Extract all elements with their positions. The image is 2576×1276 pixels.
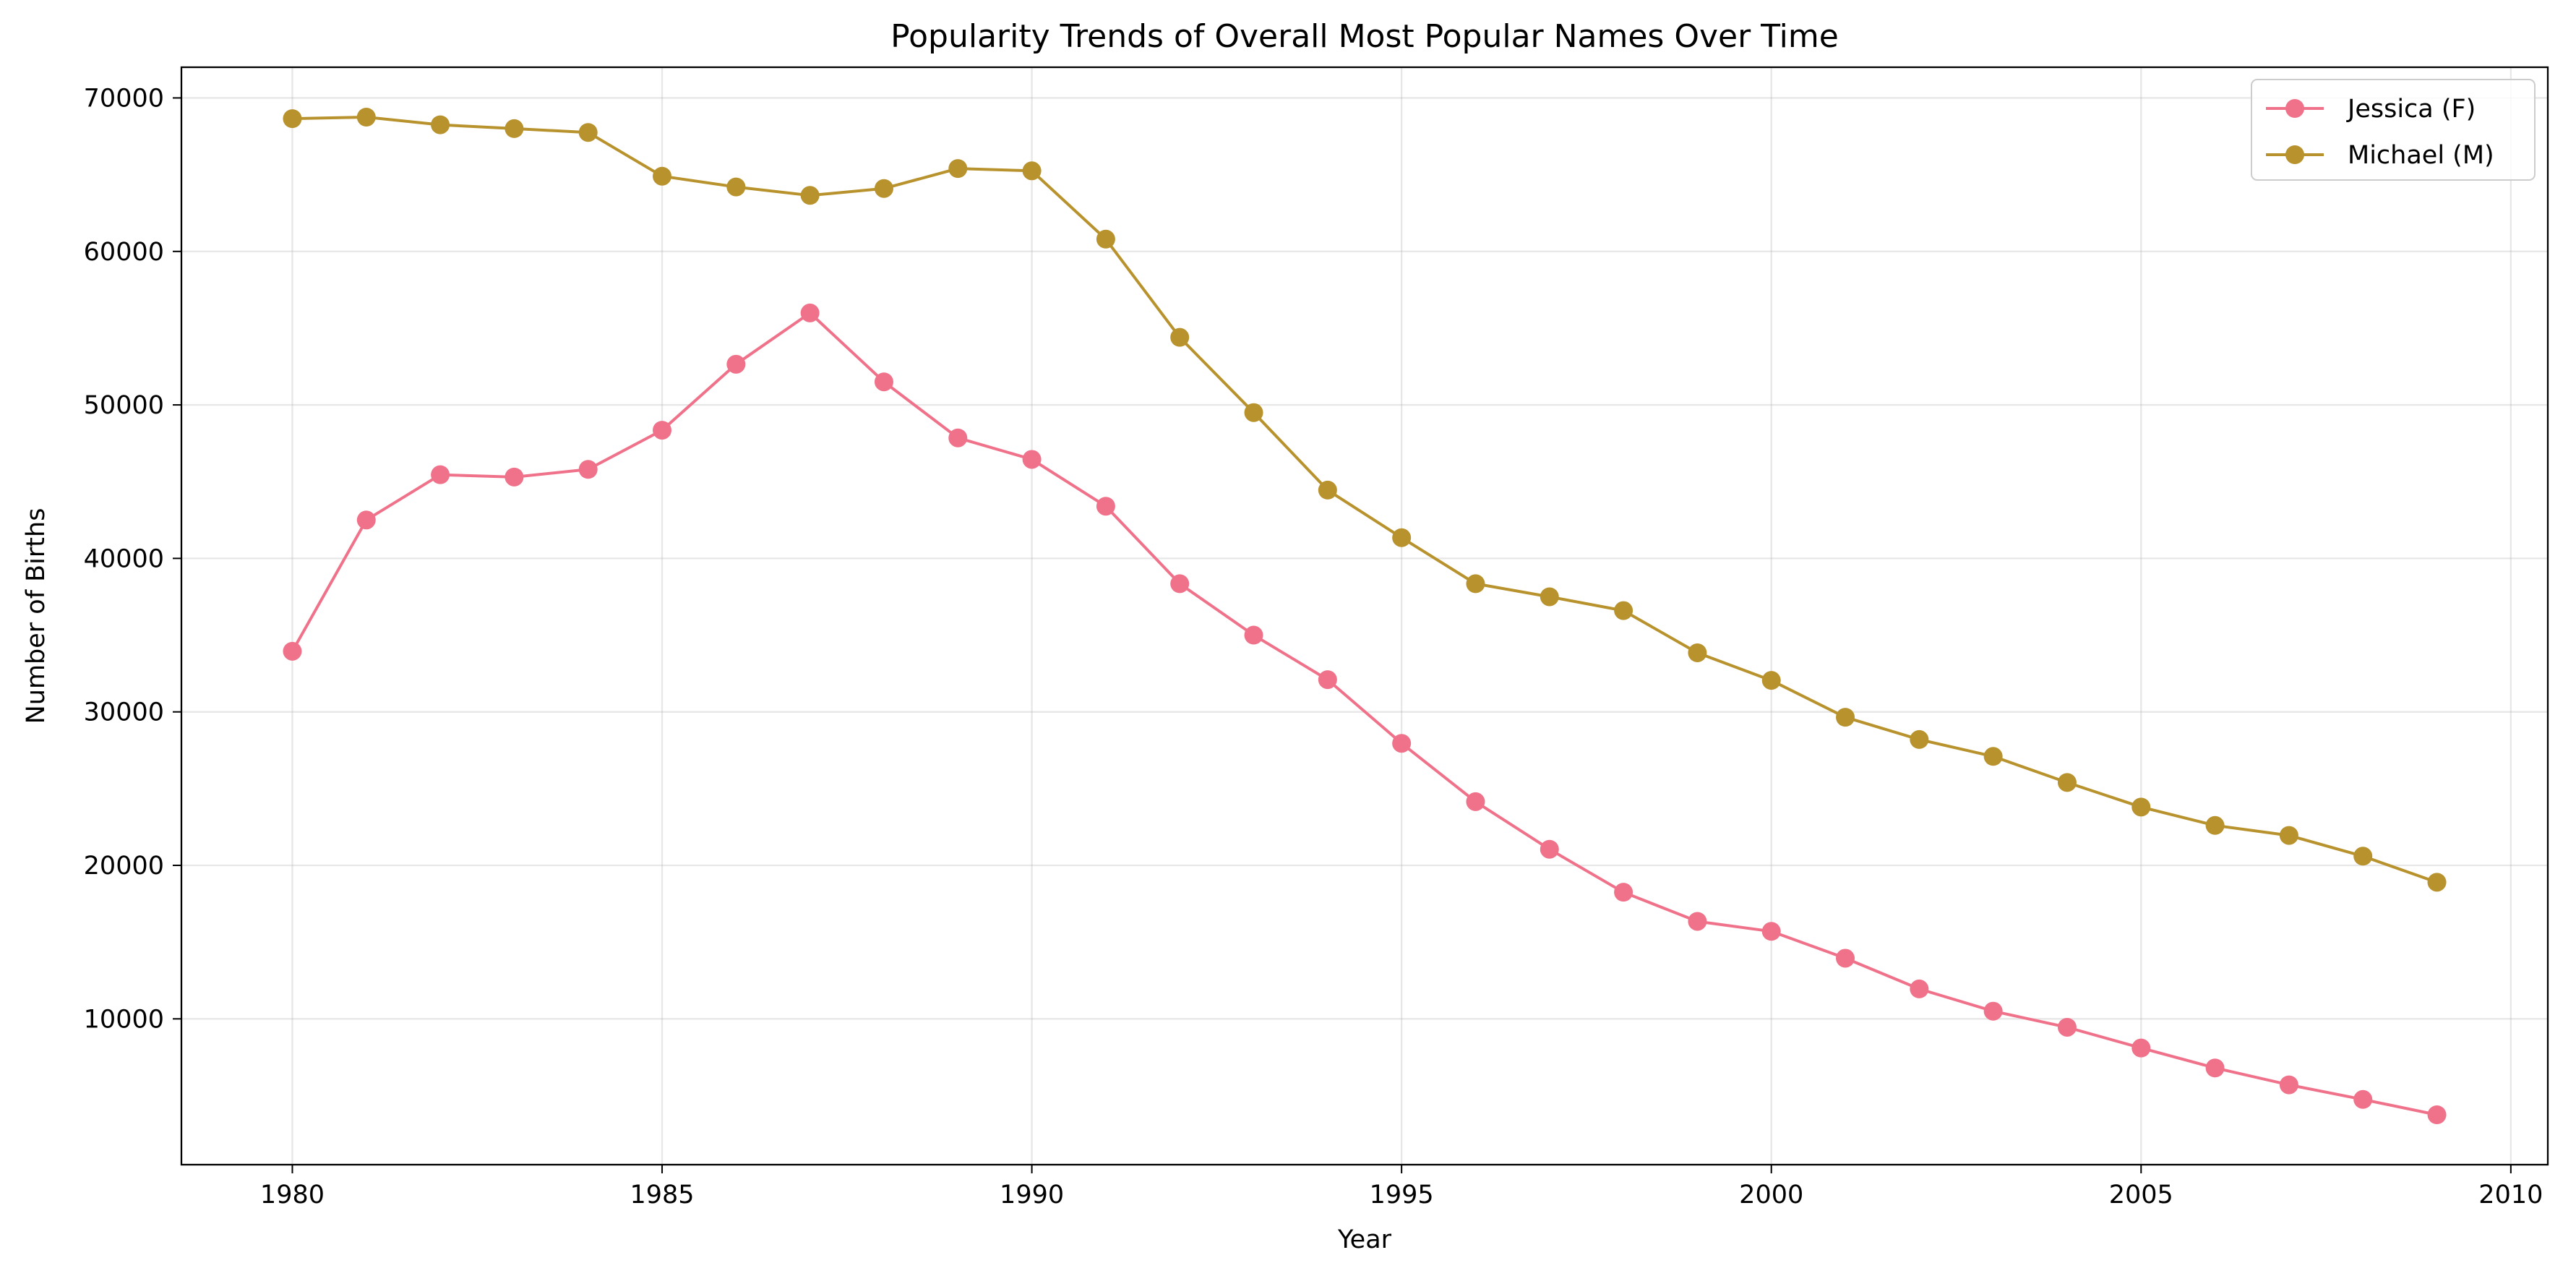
- data-point-jessica-f: [2131, 1038, 2151, 1058]
- x-tick-label: 1990: [1000, 1181, 1064, 1209]
- data-point-jessica-f: [2205, 1058, 2225, 1078]
- series-layer: [283, 108, 2447, 1124]
- data-point-jessica-f: [356, 510, 376, 530]
- data-point-michael-m: [1614, 601, 1633, 620]
- data-point-jessica-f: [800, 303, 820, 322]
- legend-marker-michael: [2285, 145, 2304, 164]
- y-tick-label: 70000: [84, 84, 164, 113]
- legend-label-jessica: Jessica (F): [2346, 95, 2476, 124]
- data-point-jessica-f: [2427, 1105, 2447, 1124]
- data-point-michael-m: [1318, 480, 1337, 500]
- y-tick-label: 10000: [84, 1005, 164, 1034]
- tick-layer: 1980 1985 1990 1995 2000 2005 2010 10000 20000 30…: [84, 84, 2543, 1209]
- x-axis-label: Year: [1337, 1225, 1392, 1254]
- data-point-jessica-f: [1983, 1001, 2003, 1021]
- data-point-jessica-f: [874, 372, 893, 392]
- data-point-michael-m: [1910, 729, 1929, 749]
- data-point-jessica-f: [1318, 670, 1337, 690]
- legend-label-michael: Michael (M): [2348, 141, 2494, 170]
- series-jessica-f: [283, 303, 2447, 1124]
- data-point-michael-m: [2057, 773, 2077, 792]
- data-point-jessica-f: [1244, 625, 1263, 645]
- y-tick-label: 20000: [84, 852, 164, 881]
- data-point-michael-m: [726, 177, 746, 197]
- data-point-jessica-f: [1022, 450, 1042, 469]
- data-point-jessica-f: [726, 354, 746, 374]
- data-point-michael-m: [2427, 873, 2447, 892]
- y-tick-label: 30000: [84, 698, 164, 727]
- data-point-jessica-f: [1540, 839, 1559, 859]
- data-point-jessica-f: [2279, 1075, 2298, 1095]
- data-point-jessica-f: [1614, 883, 1633, 902]
- y-tick-label: 40000: [84, 544, 164, 573]
- data-point-michael-m: [1761, 671, 1781, 690]
- chart-title: Popularity Trends of Overall Most Popula…: [890, 18, 1839, 55]
- x-tick-label: 1985: [630, 1181, 694, 1209]
- data-point-jessica-f: [431, 465, 450, 484]
- x-tick-label: 2000: [1739, 1181, 1803, 1209]
- data-point-jessica-f: [1466, 792, 1485, 811]
- data-point-jessica-f: [1761, 922, 1781, 941]
- x-tick-label: 2010: [2478, 1181, 2543, 1209]
- data-point-jessica-f: [1096, 497, 1115, 516]
- data-point-michael-m: [1096, 229, 1115, 249]
- legend-marker-jessica: [2285, 99, 2304, 118]
- y-tick-label: 50000: [84, 391, 164, 420]
- x-tick-label: 2005: [2109, 1181, 2173, 1209]
- data-point-michael-m: [283, 109, 302, 129]
- data-point-michael-m: [653, 166, 672, 186]
- data-point-michael-m: [431, 115, 450, 134]
- data-point-michael-m: [578, 123, 598, 142]
- data-point-michael-m: [1983, 747, 2003, 766]
- plot-frame: [180, 66, 2549, 1166]
- data-point-michael-m: [1540, 587, 1559, 607]
- data-point-michael-m: [2353, 847, 2373, 866]
- x-tick-label: 1995: [1370, 1181, 1434, 1209]
- data-point-jessica-f: [948, 428, 968, 448]
- data-point-jessica-f: [2057, 1017, 2077, 1037]
- y-axis-label: Number of Births: [22, 508, 51, 724]
- data-point-jessica-f: [653, 421, 672, 440]
- series-michael-m: [283, 108, 2447, 892]
- data-point-jessica-f: [1392, 734, 1412, 753]
- data-point-jessica-f: [2353, 1089, 2373, 1109]
- data-point-michael-m: [1688, 643, 1707, 662]
- data-point-jessica-f: [1836, 949, 1855, 968]
- data-point-michael-m: [2279, 826, 2298, 845]
- data-point-jessica-f: [1910, 979, 1929, 998]
- data-point-michael-m: [800, 186, 820, 205]
- data-point-michael-m: [1466, 574, 1485, 594]
- data-point-michael-m: [2131, 797, 2151, 817]
- data-point-jessica-f: [1688, 912, 1707, 931]
- y-tick-label: 60000: [84, 238, 164, 267]
- series-line-jessica-f: [291, 311, 2437, 1116]
- data-point-michael-m: [1244, 403, 1263, 422]
- grid-layer: [181, 67, 2548, 1165]
- data-point-jessica-f: [505, 467, 524, 487]
- data-point-jessica-f: [283, 641, 302, 661]
- data-point-michael-m: [1170, 327, 1190, 347]
- data-point-michael-m: [1392, 528, 1412, 547]
- data-point-michael-m: [1022, 161, 1042, 181]
- data-point-michael-m: [356, 108, 376, 127]
- data-point-michael-m: [505, 119, 524, 138]
- data-point-michael-m: [2205, 815, 2225, 835]
- x-tick-label: 1980: [260, 1181, 325, 1209]
- series-line-michael-m: [292, 116, 2438, 884]
- data-point-michael-m: [948, 159, 968, 179]
- data-point-jessica-f: [1170, 574, 1190, 594]
- data-point-jessica-f: [578, 460, 598, 479]
- legend: Jessica (F) Michael (M): [2251, 79, 2536, 181]
- data-point-michael-m: [1836, 708, 1855, 727]
- data-point-michael-m: [874, 179, 893, 198]
